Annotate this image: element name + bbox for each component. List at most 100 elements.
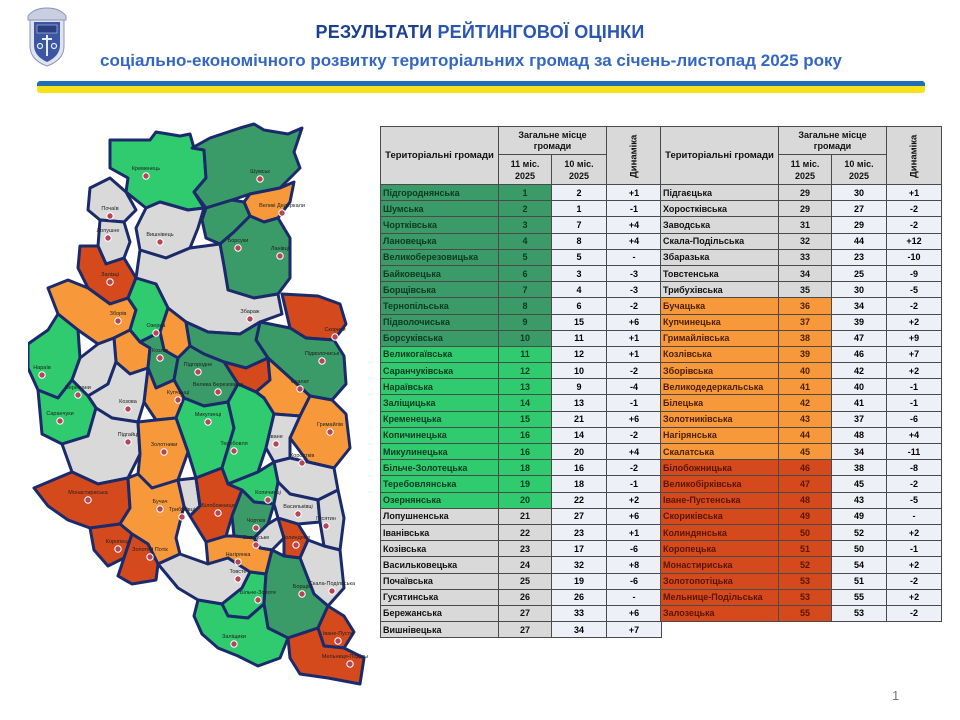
rank-10-months: 13 [551,394,607,412]
rank-11-months: 50 [778,523,832,542]
rank-dynamics: -10 [886,248,942,266]
rank-dynamics: - [886,507,942,525]
rank-dynamics: -6 [606,540,662,558]
rank-10-months: 14 [551,426,607,445]
map-settlement-label: Зборів [110,311,127,317]
map-settlement-label: Микулинці [195,412,221,418]
community-name: Борсуківська [380,329,499,347]
rank-dynamics: -11 [886,442,942,461]
rank-dynamics: +2 [886,556,942,574]
rank-11-months: 43 [778,410,832,428]
rank-dynamics: +7 [886,345,942,364]
community-name: Озернянська [380,491,499,509]
settlement-dot-icon [214,509,222,517]
rank-dynamics: +6 [606,313,662,331]
map-region-pochaiv [86,176,138,224]
community-name: Скала-Подільська [660,232,779,250]
rank-dynamics: -5 [886,281,942,299]
rank-dynamics: -3 [606,264,662,283]
table-row: Підгаєцька 29 30 +1 [660,183,942,202]
rank-11-months: 51 [778,540,832,558]
table-row: Васильковецька 24 32 +8 [380,556,662,574]
rank-dynamics: +6 [606,410,662,428]
community-name: Великогаївська [380,345,499,364]
rank-dynamics: +9 [886,329,942,347]
rank-dynamics: -6 [606,572,662,590]
rank-dynamics: - [606,248,662,266]
settlement-dot-icon [346,660,354,668]
rank-10-months: 4 [551,281,607,299]
rank-10-months: 45 [831,475,887,493]
rank-11-months: 24 [498,556,552,574]
rank-dynamics: -1 [606,200,662,218]
rank-10-months: 6 [551,297,607,315]
settlement-dot-icon [156,354,164,362]
table-row: Заліщицька 14 13 -1 [380,394,662,412]
table-row: Великобірківська 47 45 -2 [660,475,942,493]
rank-dynamics: +4 [606,216,662,234]
community-name: Лановецька [380,232,499,250]
rank-dynamics: +6 [606,604,662,623]
settlement-dot-icon [230,640,238,648]
map-settlement-label: Підволочиськ [305,351,340,357]
coat-of-arms-icon [27,7,67,67]
table-row: Золотопотіцька 53 51 -2 [660,572,942,590]
map-settlement-label: Гримайлів [317,421,343,428]
rank-10-months: 20 [551,442,607,461]
map-region-shumsk [190,122,304,210]
community-name: Товстенська [660,264,779,283]
map-settlement-label: Копичинці [255,490,281,496]
community-name: Зборівська [660,362,779,380]
table-row: Бучацька 36 34 -2 [660,297,942,315]
table-row: Підволочиська 9 15 +6 [380,313,662,331]
map-settlement-label: Більче-Золоте [240,590,276,596]
rank-11-months: 15 [498,410,552,428]
rank-10-months: 47 [831,329,887,347]
rank-11-months: 2 [498,200,552,218]
community-name: Заліщицька [380,394,499,412]
map-settlement-label: Великі Дедеркали [259,203,305,209]
rank-dynamics: -3 [606,281,662,299]
slide-header: РЕЗУЛЬТАТИ РЕЙТИНГОВОЇ ОЦІНКИ соціально-… [0,0,960,95]
settlement-dot-icon [322,522,330,530]
community-name: Козівська [380,540,499,558]
map-settlement-label: Лопушне [97,228,120,234]
table-row: Козівська 23 17 -6 [380,540,662,558]
rank-10-months: 49 [831,507,887,525]
rank-11-months: 39 [778,345,832,364]
rank-10-months: 27 [831,200,887,218]
table-row: Коропецька 51 50 -1 [660,540,942,558]
table-row: Копичинецька 16 14 -2 [380,426,662,445]
map-settlement-label: Заводське [243,535,270,541]
map-settlement-label: Хоростків [290,453,315,459]
map-settlement-label: Підгайці [118,431,139,438]
community-name: Залозецька [660,604,779,623]
rank-10-months: 38 [831,459,887,477]
settlement-dot-icon [38,371,46,379]
settlement-dot-icon [230,447,238,455]
map-settlement-label: Товсте [229,569,246,575]
rank-dynamics: -2 [886,216,942,234]
map-settlement-label: Іване [269,434,283,440]
rank-11-months: 34 [778,264,832,283]
map-labels-layer: Кременець Шумськ Почаїв Великі Дедеркали Лоп… [33,166,368,668]
table-row: Підгороднянська 1 2 +1 [380,183,662,202]
title-part-1: РЕЗУЛЬТАТИ [315,22,433,42]
rank-dynamics: +2 [606,491,662,509]
flag-blue-stripe [37,81,925,86]
community-name: Великобірківська [660,475,779,493]
rank-11-months: 27 [498,621,552,639]
rank-10-months: 10 [551,362,607,380]
rank-10-months: 23 [831,248,887,266]
rank-10-months: 34 [831,297,887,315]
ranking-table-left: Територіальні громади Загальне місце гро… [380,126,662,639]
ranking-table-right: Територіальні громади Загальне місце гро… [660,126,942,623]
rank-10-months: 48 [831,426,887,445]
map-settlement-label: Скорики [324,327,345,333]
community-name: Байковецька [380,264,499,283]
map-region-zolotyi-potik [116,532,160,586]
rank-dynamics: -1 [606,394,662,412]
rank-11-months: 21 [498,507,552,525]
rank-11-months: 29 [778,183,832,202]
rank-11-months: 13 [498,378,552,396]
